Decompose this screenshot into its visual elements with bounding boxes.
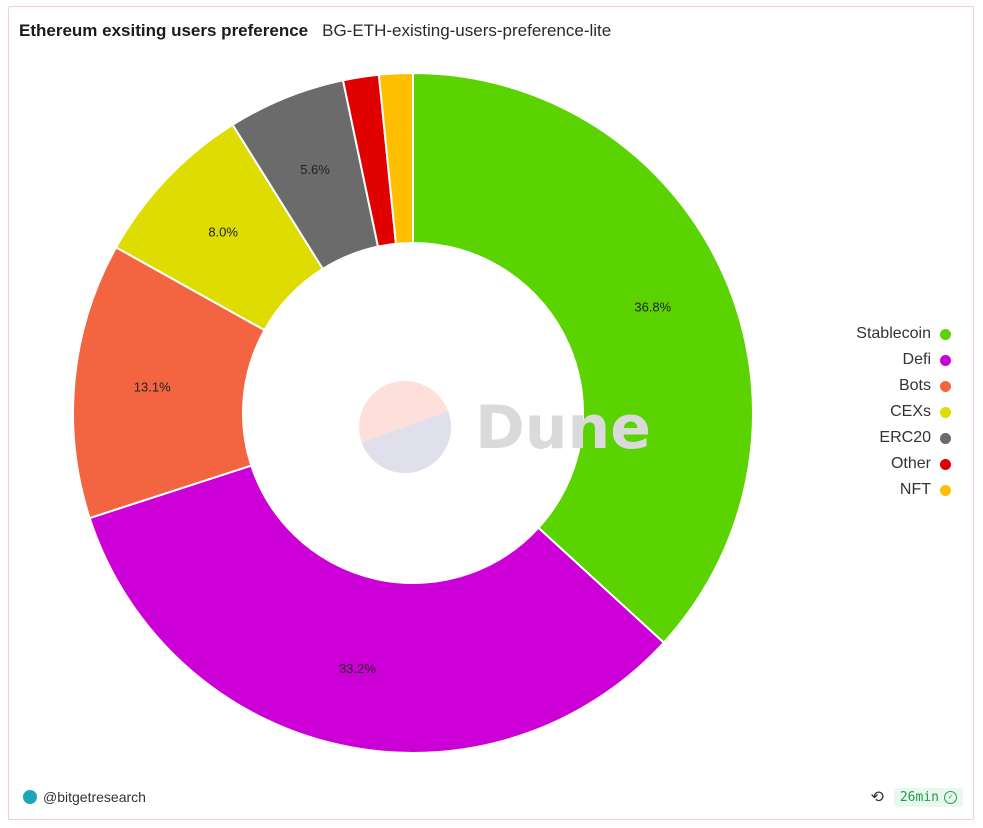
slice-bots[interactable] (72, 245, 266, 520)
legend-label: CEXs (890, 403, 931, 420)
author-name[interactable]: @bitgetresearch (43, 789, 146, 805)
legend-item-other[interactable]: Other (891, 455, 951, 473)
legend-item-stablecoin[interactable]: Stablecoin (856, 325, 951, 343)
chart-header: Ethereum exsiting users preference BG-ET… (19, 21, 611, 41)
refresh-icon[interactable]: ⟲ (870, 789, 884, 806)
legend-item-erc20[interactable]: ERC20 (879, 429, 951, 447)
legend-label: ERC20 (879, 429, 931, 446)
legend-swatch (940, 406, 951, 418)
legend-swatch (940, 458, 951, 470)
check-circle-icon: ✓ (944, 790, 957, 804)
donut-chart: Dune 36.8% 33.2% 13.1% 8.0% 5.6% (72, 71, 754, 754)
slice-label-erc20: 5.6% (300, 162, 330, 177)
dune-watermark: Dune (359, 381, 651, 474)
slice-label-defi: 33.2% (339, 661, 376, 676)
legend-label: Defi (902, 351, 931, 368)
legend: Stablecoin Defi Bots CEXs ERC20 Other NFT (856, 325, 951, 499)
slice-nft[interactable] (377, 71, 414, 245)
query-name[interactable]: BG-ETH-existing-users-preference-lite (322, 21, 612, 40)
watermark-logo-bottom (361, 411, 451, 474)
slice-defi[interactable] (88, 464, 666, 754)
legend-item-bots[interactable]: Bots (899, 377, 951, 395)
slice-label-bots: 13.1% (134, 380, 171, 395)
legend-swatch (940, 354, 951, 366)
legend-swatch (940, 380, 951, 392)
freshness-badge[interactable]: 26min ✓ (893, 787, 963, 807)
legend-item-defi[interactable]: Defi (903, 351, 951, 369)
slice-stablecoin[interactable] (412, 71, 754, 645)
slice-labels-group: 36.8% 33.2% 13.1% 8.0% 5.6% (134, 162, 672, 676)
legend-swatch (940, 328, 951, 340)
legend-item-cexs[interactable]: CEXs (890, 403, 951, 421)
freshness-age: 26min (899, 789, 939, 805)
legend-label: NFT (899, 481, 931, 498)
legend-label: Bots (898, 377, 931, 394)
chart-title: Ethereum exsiting users preference (19, 21, 309, 40)
author-link[interactable]: @bitgetresearch (23, 789, 146, 805)
legend-swatch (940, 484, 951, 496)
chart-card: Ethereum exsiting users preference BG-ET… (8, 6, 974, 820)
author-avatar (23, 790, 37, 804)
legend-label: Other (890, 455, 931, 472)
legend-label: Stablecoin (856, 325, 931, 342)
legend-item-nft[interactable]: NFT (900, 481, 951, 499)
legend-swatch (940, 432, 951, 444)
slice-label-stablecoin: 36.8% (634, 299, 671, 314)
slice-label-cexs: 8.0% (208, 224, 238, 239)
footer-status: ⟲ 26min ✓ (870, 787, 963, 807)
watermark-text: Dune (475, 393, 651, 463)
slices-group (72, 71, 754, 754)
